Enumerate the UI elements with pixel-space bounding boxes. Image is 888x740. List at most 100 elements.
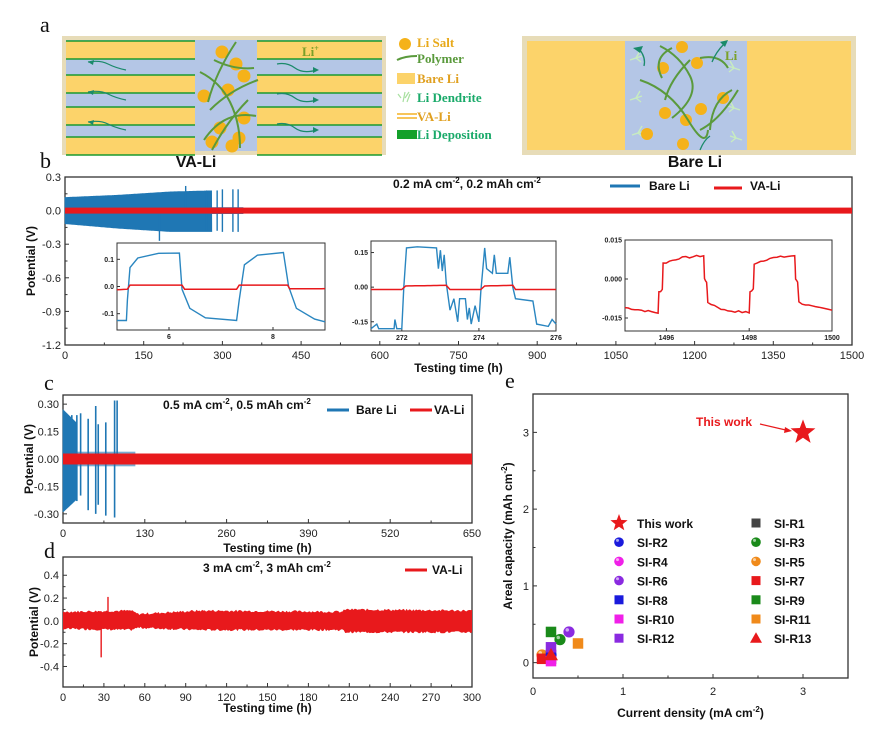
- y-tick-label: 0: [523, 658, 529, 670]
- x-tick-label: 600: [371, 350, 389, 362]
- chart-d: 0 30 60 90 120 150 180 210 240 270 300 0.4 0.2 0.0 -0.…: [27, 556, 481, 715]
- inset-y-tick-label: -0.015: [602, 316, 622, 323]
- arrow-head: [313, 97, 319, 103]
- point-si-r6: [563, 626, 575, 638]
- schematic-legend-label: VA-Li: [417, 109, 451, 124]
- annotation-arrow-head: [784, 427, 792, 433]
- y-tick-label: -0.4: [40, 661, 59, 673]
- inset-2: 272 274 276 0.15 0.00 -0.15: [352, 240, 562, 342]
- legend-label: SI-R9: [774, 594, 805, 608]
- point-si-r9: [545, 626, 557, 638]
- li-ion-arrow: [87, 120, 127, 131]
- arrow-head: [313, 67, 319, 73]
- x-tick-label: 270: [422, 692, 440, 704]
- superscript: -2: [304, 397, 312, 406]
- x-tick-label: 180: [299, 692, 317, 704]
- panel-label-b: b: [40, 148, 51, 173]
- x-tick-label: 0: [62, 350, 68, 362]
- x-tick-label: 1050: [604, 350, 628, 362]
- inset-x-tick-label: 1500: [824, 335, 840, 342]
- text-part: ): [501, 462, 515, 466]
- legend-li-deposition-icon: [397, 130, 417, 139]
- legend-label: SI-R3: [774, 536, 805, 550]
- x-tick-label: 150: [135, 350, 153, 362]
- legend-marker-highlight: [753, 558, 756, 562]
- polymer-chain: [664, 59, 691, 101]
- schematic-legend-label: Bare Li: [417, 71, 459, 86]
- y-axis-label: Potential (V): [24, 226, 38, 296]
- superscript: -2: [753, 705, 761, 714]
- x-tick-label: 1500: [840, 350, 864, 362]
- x-tick-label: 1200: [682, 350, 706, 362]
- point-si-r13: [544, 647, 558, 661]
- li-ion-arrow: [87, 90, 127, 101]
- arrow-head: [88, 90, 94, 95]
- li-salt-particle: [197, 89, 211, 103]
- va-li-layer: [66, 107, 195, 125]
- li-salt-particle: [237, 111, 251, 125]
- legend-marker: [751, 576, 761, 586]
- polymer-chain: [657, 47, 673, 79]
- x-tick-label: 650: [463, 528, 481, 540]
- schematic-legend-label: Li Dendrite: [417, 90, 482, 105]
- y-tick-label: 0.2: [44, 593, 59, 605]
- text-part: 0.5 mA cm: [163, 398, 223, 412]
- y-tick-label: 0.00: [38, 454, 59, 466]
- plot-frame: [532, 393, 849, 679]
- schematic-legend-label: Li Salt: [417, 35, 455, 50]
- panel-label-c: c: [44, 370, 54, 395]
- li-salt-particle: [677, 138, 689, 150]
- inset-y-tick-label: 0.1: [104, 257, 114, 264]
- legend-label: This work: [637, 517, 693, 531]
- point-si-r11: [572, 638, 584, 649]
- schematic-legend-label: Polymer: [417, 51, 464, 66]
- point-si-r6-highlight: [565, 628, 569, 632]
- series-va-li: [65, 207, 852, 214]
- legend-bare-li-label: Bare Li: [649, 179, 690, 193]
- li-ion-arrow: [699, 135, 711, 151]
- y-axis-label: Potential (V): [22, 424, 36, 494]
- va-li-layer: [66, 75, 195, 93]
- x-tick-label: 210: [340, 692, 358, 704]
- x-axis-label: Testing time (h): [223, 541, 311, 555]
- li-salt-particle: [215, 45, 229, 59]
- legend-label: SI-R12: [637, 632, 675, 646]
- va-li-layer: [257, 137, 382, 155]
- x-tick-label: 300: [463, 692, 481, 704]
- polymer-chain: [699, 89, 739, 131]
- legend-polymer-icon: [396, 55, 418, 61]
- x-tick-label: 390: [299, 528, 317, 540]
- inset-va-li-line: [116, 284, 326, 291]
- superscript: -2: [253, 560, 261, 569]
- y-tick-label: -1.2: [42, 340, 61, 352]
- inset-va-li-line: [371, 284, 557, 291]
- legend-va-li-label: VA-Li: [434, 403, 464, 417]
- x-axis-label: Testing time (h): [414, 361, 502, 375]
- inset-background: [117, 243, 325, 330]
- dendrite: [629, 90, 643, 103]
- x-tick-label: 1: [620, 686, 626, 698]
- legend-label: SI-R2: [637, 536, 668, 550]
- panel-label-d: d: [44, 538, 55, 563]
- legend-marker: [751, 595, 761, 605]
- legend-va-li-label: VA-Li: [750, 179, 780, 193]
- panel-label-a: a: [40, 12, 50, 37]
- text-part: 3 mA cm: [203, 561, 253, 575]
- va-li-layer: [66, 137, 195, 155]
- y-tick-label: 1: [523, 581, 529, 593]
- inset-bare-li-line: [370, 246, 557, 330]
- y-tick-label: -0.6: [42, 273, 61, 285]
- inset-background: [371, 241, 556, 331]
- legend-label: SI-R7: [774, 575, 805, 589]
- point-si-r3-highlight: [556, 635, 560, 640]
- li-ion-arrow: [276, 62, 318, 73]
- inset-x-tick-label: 276: [550, 335, 562, 342]
- legend-marker-highlight: [753, 538, 756, 542]
- x-tick-label: 1350: [761, 350, 785, 362]
- y-tick-label: 0.4: [44, 570, 59, 582]
- x-tick-label: 900: [528, 350, 546, 362]
- li-salt-particle: [225, 139, 239, 153]
- polymer-chain: [709, 89, 733, 131]
- y-tick-label: -0.30: [34, 509, 59, 521]
